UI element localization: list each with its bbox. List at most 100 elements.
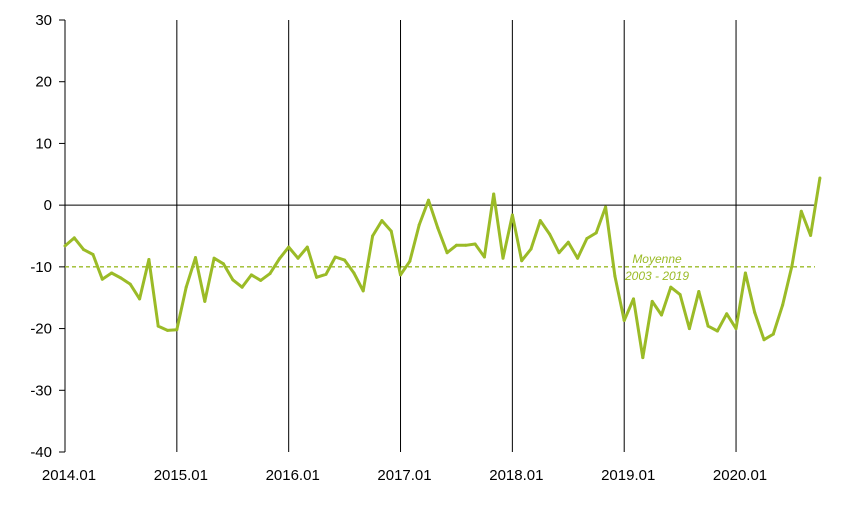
- data-point: [501, 256, 505, 260]
- data-point: [72, 236, 76, 240]
- data-point: [678, 293, 682, 297]
- data-point: [352, 271, 356, 275]
- data-point: [809, 233, 813, 237]
- data-point: [622, 319, 626, 322]
- data-point: [147, 258, 151, 261]
- data-point: [557, 251, 561, 255]
- data-point: [399, 273, 402, 277]
- data-point: [799, 209, 803, 213]
- average-label-line1: Moyenne: [632, 252, 682, 266]
- data-point: [380, 219, 384, 223]
- data-point: [743, 271, 747, 275]
- data-point: [259, 278, 263, 282]
- data-point: [548, 232, 552, 236]
- data-point: [566, 240, 570, 244]
- data-point: [687, 327, 691, 331]
- data-point: [427, 198, 430, 202]
- data-point: [660, 313, 663, 317]
- data-point: [296, 256, 300, 260]
- data-point: [249, 273, 253, 277]
- data-point: [63, 244, 67, 248]
- x-tick-label: 2016.01: [266, 467, 320, 484]
- data-point: [520, 259, 524, 263]
- data-point: [156, 324, 160, 328]
- y-tick-label: 30: [35, 12, 52, 29]
- data-point: [231, 278, 235, 282]
- data-point: [697, 290, 701, 293]
- data-point: [538, 219, 542, 223]
- x-tick-label: 2015.01: [154, 467, 208, 484]
- data-point: [361, 289, 365, 293]
- data-point: [333, 255, 337, 259]
- y-tick-label: -30: [30, 382, 52, 399]
- data-point: [315, 275, 319, 279]
- y-tick-label: -20: [30, 321, 52, 338]
- data-point: [482, 255, 486, 259]
- data-point: [343, 258, 347, 262]
- y-tick-label: 20: [35, 74, 52, 91]
- data-point: [240, 285, 244, 289]
- data-point: [417, 223, 421, 227]
- y-tick-label: 10: [35, 135, 52, 152]
- y-tick-label: 0: [44, 197, 52, 214]
- average-label-line2: 2003 - 2019: [624, 269, 689, 283]
- data-point: [305, 245, 309, 249]
- data-point: [818, 176, 822, 180]
- data-point: [632, 297, 635, 301]
- x-tick-label: 2017.01: [377, 467, 431, 484]
- data-point: [669, 285, 673, 289]
- data-point: [221, 262, 225, 266]
- data-point: [650, 299, 654, 303]
- y-axis-ticks: 30 20 10 0 -10 -20 -30 -40: [30, 12, 65, 461]
- x-tick-label: 2014.01: [42, 467, 96, 484]
- data-point: [184, 285, 188, 289]
- data-point: [119, 276, 123, 280]
- data-point: [594, 231, 598, 235]
- data-point: [454, 243, 458, 247]
- data-point: [734, 327, 738, 331]
- data-point: [464, 243, 468, 247]
- data-point: [762, 338, 766, 342]
- x-tick-label: 2019.01: [601, 467, 655, 484]
- data-point: [110, 271, 114, 275]
- data-point: [175, 328, 179, 332]
- data-point: [576, 256, 580, 260]
- data-point: [585, 237, 589, 240]
- x-tick-label: 2018.01: [489, 467, 543, 484]
- data-point: [324, 272, 328, 276]
- data-point: [287, 245, 291, 249]
- data-point: [725, 312, 729, 316]
- data-point: [166, 328, 169, 332]
- data-point: [408, 259, 412, 263]
- data-point: [771, 332, 775, 336]
- data-point: [781, 303, 785, 307]
- data-point: [82, 248, 86, 252]
- data-point: [91, 253, 95, 256]
- data-point: [473, 242, 477, 246]
- data-point: [604, 205, 608, 209]
- data-point: [277, 257, 281, 261]
- series-points: [63, 176, 822, 360]
- data-point: [715, 329, 719, 333]
- y-tick-label: -10: [30, 259, 52, 276]
- year-gridlines: [176, 20, 737, 452]
- data-point: [128, 282, 132, 286]
- data-point: [445, 251, 449, 255]
- data-point: [492, 192, 496, 196]
- data-point: [790, 264, 794, 268]
- data-point: [753, 311, 757, 314]
- data-point: [613, 274, 617, 278]
- data-point: [371, 234, 375, 238]
- data-point: [268, 272, 272, 276]
- data-point: [436, 226, 440, 230]
- data-point: [194, 256, 197, 260]
- data-point: [510, 213, 514, 217]
- data-point: [212, 256, 216, 260]
- data-point: [389, 229, 393, 233]
- x-axis-ticks: 2014.01 2015.01 2016.01 2017.01 2018.01 2019.…: [42, 467, 767, 484]
- data-point: [100, 277, 104, 281]
- data-point: [706, 324, 710, 328]
- data-point: [529, 247, 533, 251]
- data-point: [138, 297, 142, 301]
